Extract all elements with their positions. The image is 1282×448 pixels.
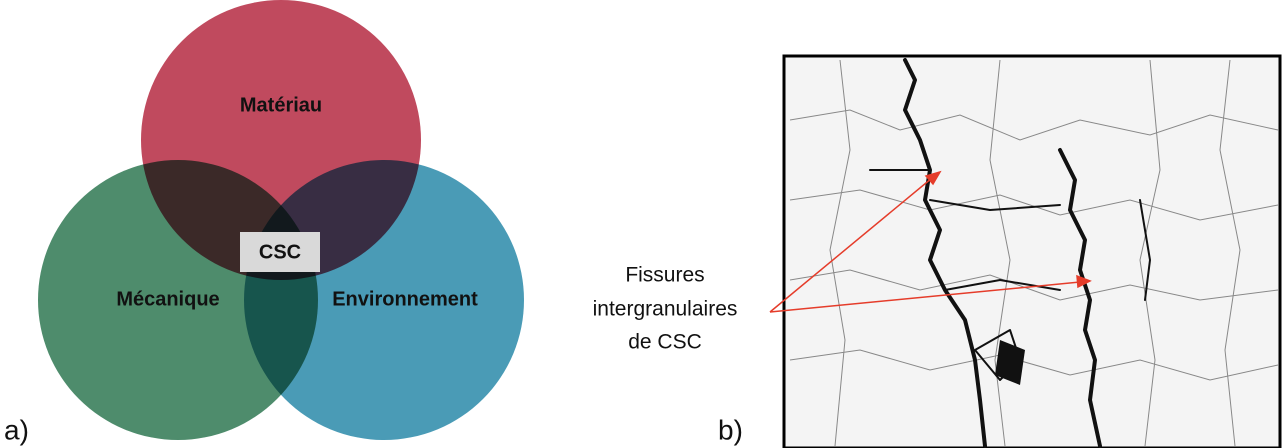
label: Mécanique <box>116 288 219 310</box>
circle-mecanique <box>38 160 318 440</box>
annotation: intergranulaires <box>593 298 738 321</box>
venn-diagram <box>38 0 524 440</box>
label: Environnement <box>332 288 478 310</box>
micrograph <box>782 54 1282 448</box>
arrows <box>769 170 1092 313</box>
panel-label: a) <box>4 414 29 445</box>
circle-environnement <box>244 160 524 440</box>
panel-label: b) <box>718 414 743 445</box>
center-box <box>240 232 320 272</box>
annotation: Fissures <box>625 264 704 287</box>
annotation: de CSC <box>628 331 702 354</box>
center-label: CSC <box>259 241 301 263</box>
label: Matériau <box>240 94 322 116</box>
